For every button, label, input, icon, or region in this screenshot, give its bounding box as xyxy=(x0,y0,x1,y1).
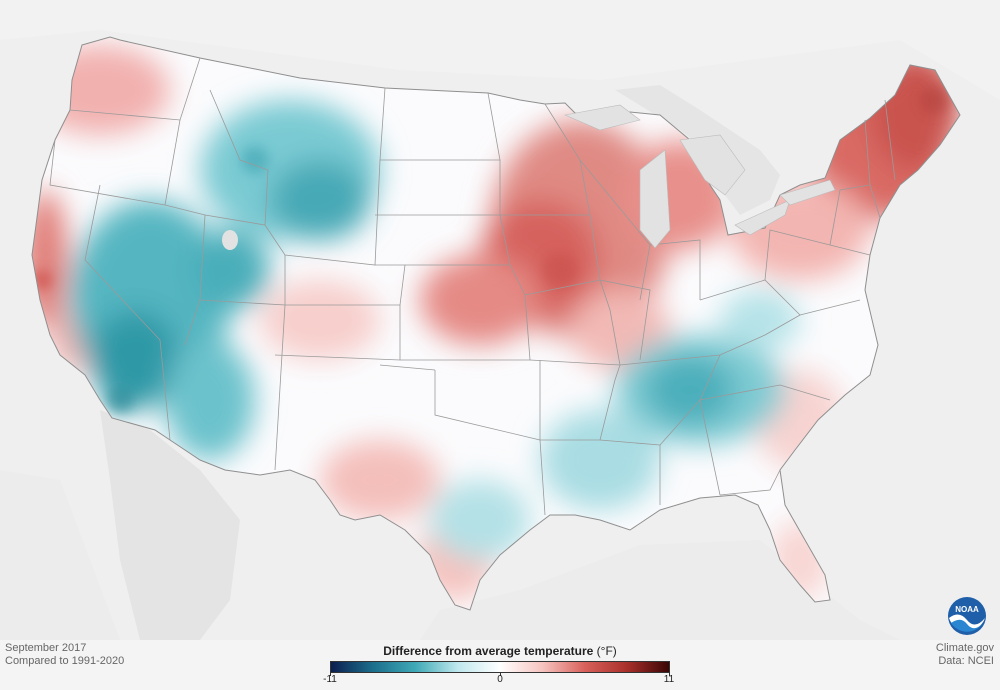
legend-tick-mark-min xyxy=(330,673,331,676)
legend-tick-mark-max xyxy=(669,673,670,676)
baseline-label: Compared to 1991-2020 xyxy=(5,655,125,667)
legend-tick-min: -11 xyxy=(323,674,337,685)
footer-right: Climate.gov Data: NCEI xyxy=(936,642,994,668)
state-borders xyxy=(31,36,961,611)
legend-tick-mid: 0 xyxy=(497,674,503,685)
great-salt-lake xyxy=(222,230,238,250)
legend-tick-max: 11 xyxy=(663,674,675,685)
legend-tick-mark-mid xyxy=(500,673,501,676)
legend-title: Difference from average temperature (°F) xyxy=(320,644,680,658)
legend-colorbar xyxy=(330,661,670,673)
legend-unit: (°F) xyxy=(596,644,617,658)
great-lakes xyxy=(563,104,836,249)
noaa-logo[interactable]: NOAA xyxy=(947,596,987,636)
legend: Difference from average temperature (°F)… xyxy=(320,644,680,685)
credit-data: Data: NCEI xyxy=(938,655,994,667)
footer-left: September 2017 Compared to 1991-2020 xyxy=(5,642,124,668)
temperature-anomaly-map xyxy=(31,36,961,640)
legend-title-text: Difference from average temperature xyxy=(383,644,594,658)
credit-site[interactable]: Climate.gov xyxy=(935,642,994,654)
noaa-logo-text: NOAA xyxy=(955,605,979,614)
period-label: September 2017 xyxy=(5,642,87,654)
